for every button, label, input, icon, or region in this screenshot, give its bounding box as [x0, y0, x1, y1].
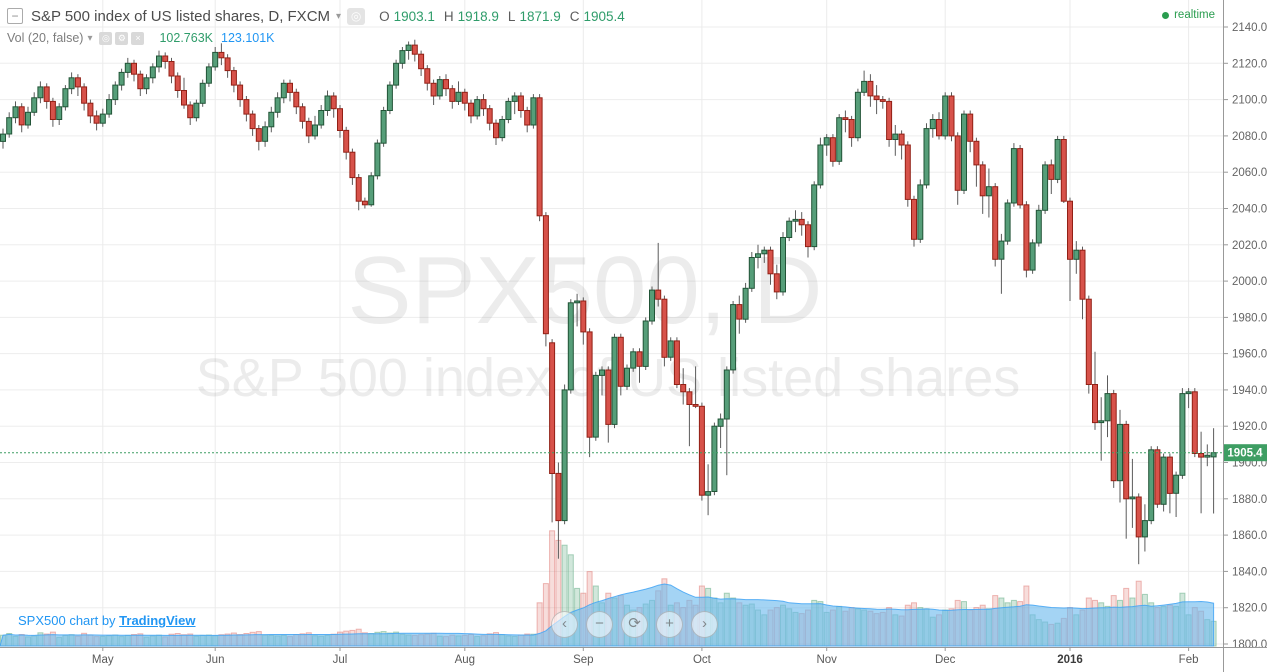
svg-text:1800.0: 1800.0 — [1232, 639, 1267, 651]
collapse-legend-button[interactable]: − — [7, 8, 23, 24]
scroll-right-button[interactable]: › — [691, 611, 718, 638]
open-value: 1903.1 — [393, 8, 435, 24]
reset-zoom-button[interactable]: ⟳ — [621, 611, 648, 638]
realtime-dot-icon — [1162, 11, 1170, 19]
svg-text:1860.0: 1860.0 — [1232, 530, 1267, 542]
volume-ma-value: 123.101K — [221, 31, 275, 45]
svg-text:2060.0: 2060.0 — [1232, 167, 1267, 179]
last-price-tag: 1905.4 — [1224, 444, 1267, 462]
realtime-status: realtime — [1162, 9, 1215, 21]
ohlc-readout: O 1903.1 H 1918.9 L 1871.9 C 1905.4 — [379, 9, 634, 24]
close-label: C — [569, 8, 580, 24]
svg-text:1880.0: 1880.0 — [1232, 494, 1267, 506]
snapshot-icon[interactable]: ◎ — [347, 7, 366, 25]
svg-text:Jun: Jun — [206, 654, 225, 666]
svg-text:Jul: Jul — [333, 654, 348, 666]
low-label: L — [507, 8, 516, 24]
low-value: 1871.9 — [519, 8, 561, 24]
chart-legend: − S&P 500 index of US listed shares, D, … — [7, 7, 634, 25]
zoom-out-button[interactable]: − — [586, 611, 613, 638]
realtime-label: realtime — [1174, 9, 1215, 21]
svg-text:Dec: Dec — [935, 654, 956, 666]
tradingview-link[interactable]: TradingView — [119, 613, 196, 628]
scroll-left-button[interactable]: ‹ — [551, 611, 578, 638]
svg-text:1820.0: 1820.0 — [1232, 603, 1267, 615]
svg-text:May: May — [92, 654, 114, 666]
svg-text:2080.0: 2080.0 — [1232, 131, 1267, 143]
candles-layer — [0, 39, 1217, 565]
svg-text:2140.0: 2140.0 — [1232, 22, 1267, 34]
chevron-down-icon[interactable]: ▾ — [336, 10, 342, 22]
svg-text:Oct: Oct — [693, 654, 712, 666]
svg-text:2016: 2016 — [1057, 654, 1083, 666]
symbol-title: S&P 500 index of US listed shares, D, FX… — [31, 7, 331, 25]
high-value: 1918.9 — [457, 8, 499, 24]
attribution-text: SPX500 chart by — [18, 613, 120, 628]
svg-text:1905.4: 1905.4 — [1227, 448, 1263, 460]
svg-text:2040.0: 2040.0 — [1232, 204, 1267, 216]
svg-text:Aug: Aug — [455, 654, 475, 666]
delete-x-icon[interactable]: × — [131, 31, 145, 45]
svg-text:Feb: Feb — [1179, 654, 1199, 666]
svg-text:2020.0: 2020.0 — [1232, 240, 1267, 252]
volume-indicator-label[interactable]: Vol (20, false) — [7, 31, 84, 45]
zoom-in-button[interactable]: + — [656, 611, 683, 638]
price-axis[interactable]: 1800.01820.01840.01860.01880.01900.01920… — [1223, 0, 1267, 672]
svg-text:2000.0: 2000.0 — [1232, 276, 1267, 288]
attribution: SPX500 chart by TradingView — [18, 613, 196, 628]
svg-text:2100.0: 2100.0 — [1232, 95, 1267, 107]
time-axis[interactable]: May Jun Jul Aug Sep Oct Nov Dec 2016 Feb — [0, 647, 1267, 672]
svg-text:Sep: Sep — [573, 654, 593, 666]
chevron-down-icon[interactable]: ▾ — [87, 32, 93, 44]
svg-text:2120.0: 2120.0 — [1232, 58, 1267, 70]
svg-text:1980.0: 1980.0 — [1232, 312, 1267, 324]
settings-gear-icon[interactable]: ⚙ — [115, 31, 129, 45]
svg-text:1840.0: 1840.0 — [1232, 566, 1267, 578]
high-label: H — [443, 8, 454, 24]
volume-value: 102.763K — [159, 31, 213, 45]
svg-text:Nov: Nov — [816, 654, 837, 666]
close-value: 1905.4 — [583, 8, 625, 24]
volume-indicator-legend: Vol (20, false) ▾ ◎ ⚙ × 102.763K 123.101… — [7, 31, 275, 45]
svg-text:1940.0: 1940.0 — [1232, 385, 1267, 397]
eye-icon[interactable]: ◎ — [99, 31, 113, 45]
svg-text:1960.0: 1960.0 — [1232, 349, 1267, 361]
open-label: O — [379, 8, 390, 24]
svg-text:1920.0: 1920.0 — [1232, 421, 1267, 433]
